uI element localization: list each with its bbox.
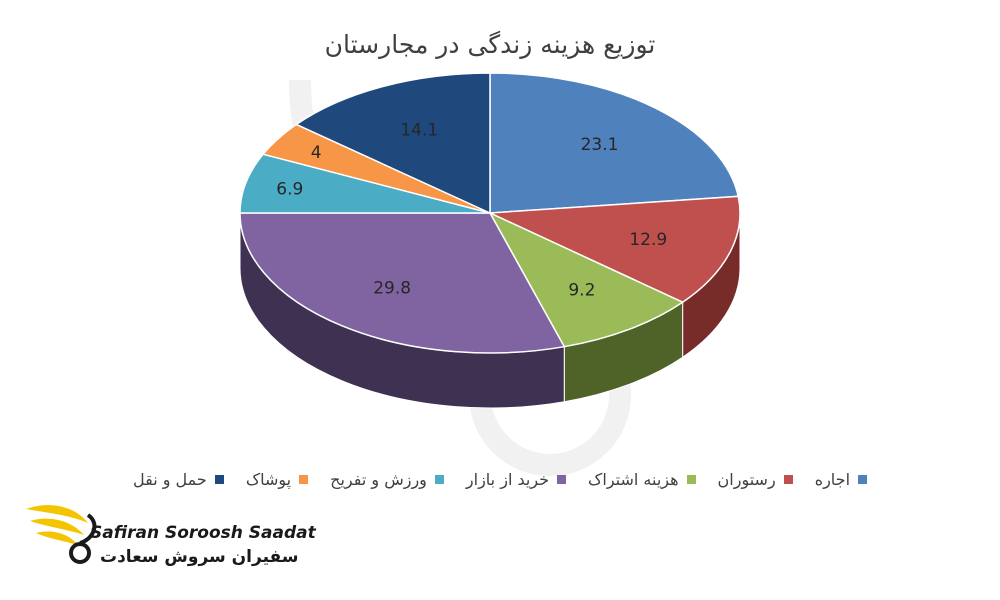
legend-label: هزینه اشتراک xyxy=(588,470,679,489)
pie-slice xyxy=(489,195,741,304)
legend-swatch xyxy=(434,475,444,484)
data-label: 6.9 xyxy=(276,179,303,199)
legend-item: ورزش و تفریح xyxy=(330,470,444,489)
legend-swatch xyxy=(299,475,309,484)
legend-label: خرید از بازار xyxy=(465,470,550,489)
legend-label: پوشاک xyxy=(245,470,292,489)
legend-item: اجاره xyxy=(814,470,868,489)
pie-slice xyxy=(294,72,491,215)
logo-name-en: Safiran Soroosh Saadat xyxy=(90,523,316,543)
legend-swatch xyxy=(858,475,868,484)
chart-title: توزیع هزینه زندگی در مجارستان xyxy=(324,30,656,59)
legend-swatch xyxy=(557,475,567,484)
bird-wings-icon xyxy=(26,505,97,564)
legend-item: هزینه اشتراک xyxy=(588,470,696,489)
data-label: 14.1 xyxy=(400,121,438,141)
data-label: 29.8 xyxy=(373,278,411,298)
pie-slice xyxy=(488,211,685,348)
legend-label: اجاره xyxy=(814,470,851,489)
pie-slice xyxy=(489,72,740,214)
legend-swatch xyxy=(783,475,793,484)
legend-label: رستوران xyxy=(717,470,776,489)
pie-slice xyxy=(239,153,491,214)
company-logo: Safiran Soroosh Saadat سفیران سروش سعادت xyxy=(22,495,316,585)
legend-item: خرید از بازار xyxy=(465,470,567,489)
chart-legend: اجاره رستوران هزینه اشتراک خرید از بازار ورز… xyxy=(100,470,900,489)
legend-item: پوشاک xyxy=(245,470,309,489)
legend-swatch xyxy=(214,475,224,484)
data-label: 4 xyxy=(311,143,322,163)
legend-item: رستوران xyxy=(718,470,793,489)
legend-swatch xyxy=(686,475,696,484)
legend-label: حمل و نقل xyxy=(132,470,207,489)
legend-item: حمل و نقل xyxy=(133,470,224,489)
legend-label: ورزش و تفریح xyxy=(330,470,427,489)
data-label: 12.9 xyxy=(629,230,667,250)
logo-name-fa: سفیران سروش سعادت xyxy=(100,547,299,567)
pie-slice xyxy=(239,212,566,354)
data-label: 23.1 xyxy=(581,135,619,155)
data-label: 9.2 xyxy=(568,281,595,301)
